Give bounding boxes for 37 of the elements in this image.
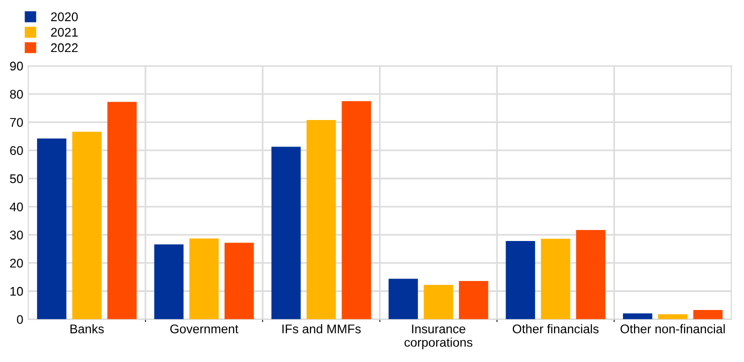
bar [424, 284, 454, 320]
bar [458, 280, 488, 320]
x-tick-label: Other non-financial [620, 324, 725, 334]
bar [224, 242, 254, 320]
bar [154, 244, 184, 320]
bar [388, 278, 418, 320]
y-tick-label: 20 [10, 258, 23, 268]
y-tick-label: 80 [10, 90, 23, 99]
bar [271, 146, 301, 320]
x-tick-label: Insurance corporations [404, 324, 472, 350]
bar [576, 230, 606, 320]
legend-label: 2020 [51, 12, 78, 22]
bar [72, 132, 102, 320]
x-tick-label: Other financials [512, 324, 599, 334]
bar [342, 101, 372, 320]
y-tick-label: 40 [10, 202, 23, 212]
y-tick-label: 30 [10, 230, 23, 240]
x-tick-label: Government [170, 324, 238, 334]
y-tick-label: 0 [16, 315, 23, 324]
legend-label: 2021 [51, 28, 78, 37]
y-tick-label: 60 [10, 146, 23, 156]
bar [658, 314, 688, 320]
x-tick-label: Banks [70, 324, 104, 334]
legend-label: 2022 [51, 43, 78, 52]
y-tick-label: 10 [10, 286, 23, 296]
bar [693, 310, 723, 320]
bar [506, 241, 536, 320]
bar [306, 120, 336, 320]
y-tick-label: 90 [10, 62, 23, 71]
bar [107, 102, 137, 320]
y-tick-label: 70 [10, 118, 23, 127]
bar [622, 313, 652, 320]
bar [540, 238, 570, 320]
y-tick-label: 50 [10, 174, 23, 184]
bar [189, 238, 219, 320]
x-tick-label: IFs and MMFs [282, 324, 361, 334]
bar [37, 138, 66, 320]
